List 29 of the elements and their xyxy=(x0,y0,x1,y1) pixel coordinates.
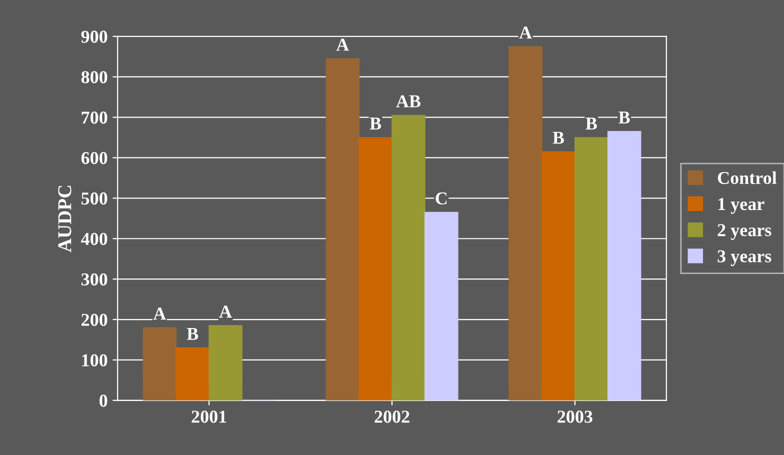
data-label: B xyxy=(370,118,382,130)
y-tick-label: 700 xyxy=(82,112,108,124)
y-axis-title: AUDPC xyxy=(58,186,72,252)
data-label: A xyxy=(219,306,232,318)
y-tick-label: 400 xyxy=(81,232,108,246)
y-tick-label: 200 xyxy=(82,314,108,326)
x-tick-label: 2001 xyxy=(192,410,226,423)
y-tick-label: 800 xyxy=(81,71,108,84)
y-tick-label: 900 xyxy=(81,30,108,43)
data-label: A xyxy=(519,26,532,38)
data-label: A xyxy=(153,308,166,320)
y-tick-label: 500 xyxy=(82,192,108,205)
data-label: AB xyxy=(396,95,421,108)
y-tick-label: 600 xyxy=(81,152,108,164)
data-label: B xyxy=(552,132,564,144)
data-label: C xyxy=(436,192,447,204)
y-tick-label: 0 xyxy=(100,394,108,407)
data-label: A xyxy=(336,38,349,51)
legend-label: 2 years xyxy=(718,224,772,240)
data-label: B xyxy=(618,112,630,124)
x-tick-label: 2003 xyxy=(558,410,592,423)
legend-label: 1 year xyxy=(718,198,764,214)
y-tick-label: 300 xyxy=(81,273,108,286)
legend-label: 3 years xyxy=(718,250,772,266)
x-tick-label: 2002 xyxy=(374,410,410,423)
data-label: B xyxy=(586,118,597,130)
y-tick-label: 100 xyxy=(82,354,108,366)
legend-label: Control xyxy=(718,171,777,184)
data-label: B xyxy=(186,328,198,340)
